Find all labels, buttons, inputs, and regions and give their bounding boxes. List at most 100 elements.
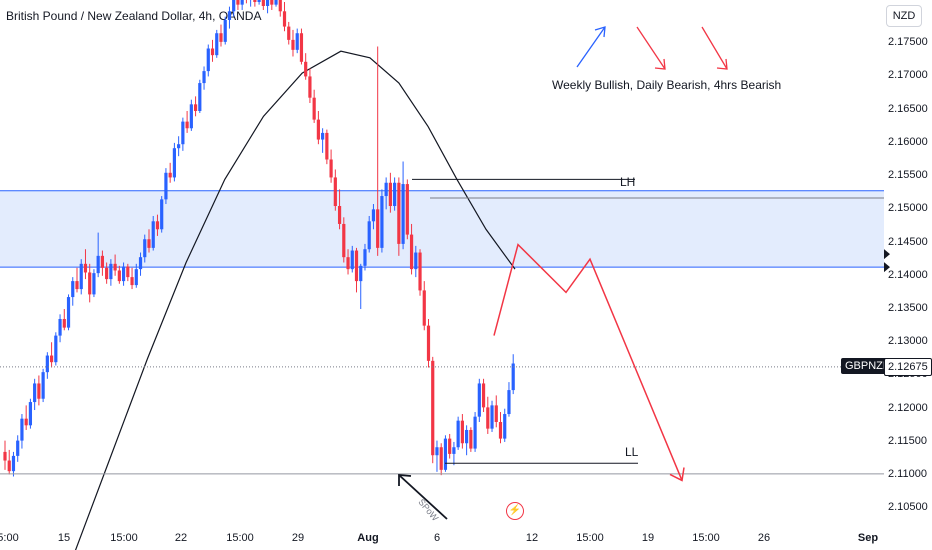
ll-label: LL (625, 445, 639, 459)
event-icon[interactable]: ⚡ (506, 502, 524, 520)
candle-body (83, 263, 88, 273)
candle-body (418, 252, 422, 291)
candle-body (109, 263, 113, 280)
candle-body (477, 383, 481, 417)
candle-body (304, 61, 308, 77)
candle-body (105, 267, 109, 280)
candle-body (460, 420, 464, 444)
candle-body (88, 272, 92, 295)
candle-body (287, 26, 291, 40)
candle-body (151, 221, 155, 248)
candle-body (397, 182, 401, 244)
candle-body (388, 182, 392, 207)
candle-body (164, 172, 168, 200)
candle-body (206, 48, 210, 72)
weekly-bullish-arrowhead (594, 26, 606, 38)
y-tick-label: 2.13500 (888, 302, 928, 315)
spow-arrowhead (398, 474, 412, 486)
x-tick-label: 6 (433, 532, 441, 544)
daily-bearish-arrowhead (654, 58, 666, 70)
candle-body (92, 273, 96, 295)
candle-body (138, 257, 143, 270)
candle-body (350, 250, 354, 270)
candle-body (28, 402, 33, 426)
x-tick-label: 15:00 (110, 532, 138, 544)
h4-bearish-arrow (701, 26, 728, 70)
candle-body (401, 184, 405, 244)
candle-body (193, 104, 198, 111)
bias-label: Weekly Bullish, Daily Bearish, 4hrs Bear… (552, 78, 782, 92)
candle-body (325, 132, 329, 160)
candle-body (232, 0, 236, 12)
candle-body (96, 255, 100, 274)
x-tick-label: 19 (641, 532, 655, 544)
candle-body (376, 209, 380, 248)
candle-body (37, 383, 41, 399)
candle-body (346, 257, 350, 270)
candle-body (130, 277, 134, 286)
candle-body (257, 0, 261, 2)
x-tick-label: 22 (174, 532, 188, 544)
symbol-tag: GBPNZD (841, 358, 895, 374)
candle-body (33, 383, 37, 403)
candle-body (113, 263, 117, 271)
candle-body (465, 429, 469, 444)
y-tick-label: 2.12000 (888, 401, 928, 414)
candle-body (177, 144, 181, 149)
candle-body (58, 318, 62, 336)
y-tick-label: 2.17000 (888, 69, 928, 82)
candle-body (223, 19, 227, 42)
candle-body (185, 121, 189, 129)
y-tick-label: 2.16000 (888, 135, 928, 148)
candle-body (282, 11, 287, 27)
candle-body (414, 252, 418, 270)
last-price-tag: 2.12675 (884, 358, 932, 376)
candle-body (66, 297, 71, 328)
chart-title: British Pound / New Zealand Dollar, 4h, … (6, 9, 262, 23)
x-tick-label: 15:00 (692, 532, 720, 544)
candle-body (160, 199, 164, 230)
weekly-bullish-arrow (576, 26, 606, 68)
candle-body (172, 148, 176, 178)
y-tick-label: 2.14000 (888, 268, 928, 281)
candle-body (117, 270, 121, 282)
lh-label: LH (620, 175, 636, 189)
x-tick-label: 29 (291, 532, 305, 544)
candle-body (240, 0, 244, 5)
h4-bearish-arrowhead (716, 58, 728, 70)
candle-body (11, 455, 16, 472)
candle-body (481, 383, 486, 408)
candle-body (147, 239, 151, 248)
candle-body (316, 119, 320, 140)
candle-body (393, 182, 397, 207)
candle-body (100, 255, 105, 268)
y-tick-label: 2.13000 (888, 335, 928, 348)
candle-body (45, 355, 49, 373)
candle-body (384, 182, 388, 197)
candle-body (371, 209, 376, 222)
candle-body (409, 234, 414, 270)
candle-body (189, 104, 193, 129)
candle-body (270, 0, 274, 5)
candle-body (49, 355, 54, 363)
projection-arrowhead (669, 467, 685, 482)
currency-selector[interactable]: NZD (886, 5, 922, 27)
candle-body (511, 363, 515, 391)
x-tick-label: Sep (857, 532, 879, 544)
candle-body (210, 48, 215, 56)
resistance-zone (0, 190, 884, 268)
spow-arrow (398, 474, 448, 520)
x-tick-label: 15:00 (576, 532, 604, 544)
candle-body (20, 418, 24, 441)
candle-body (448, 438, 452, 454)
candle-body (236, 0, 240, 5)
candle-body (168, 172, 172, 178)
candle-body (265, 0, 270, 6)
candle-body (143, 239, 147, 258)
candle-body (337, 206, 342, 224)
candle-body (54, 335, 58, 363)
x-tick-label: 15:00 (226, 532, 254, 544)
candle-body (215, 33, 219, 56)
x-tick-label: 26 (757, 532, 771, 544)
